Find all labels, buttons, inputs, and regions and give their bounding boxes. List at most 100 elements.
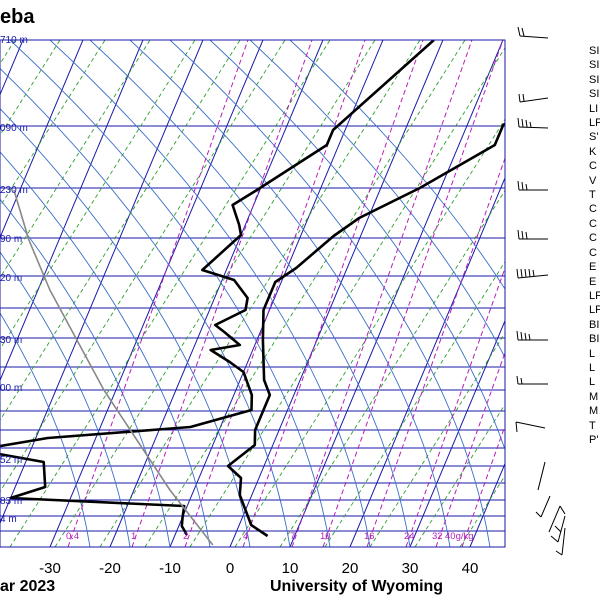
dewpoint-curve (0, 40, 435, 536)
isotherm-line (409, 319, 505, 547)
dry-adiabat-line (234, 118, 505, 547)
wind-barb (537, 461, 546, 491)
height-labels: 710 m 090 m 230 m 90 m 20 m 30 m 00 m 52 m 83 m 4… (0, 35, 28, 525)
stability-index-label: C (589, 246, 597, 259)
mixing-ratio-label: 10 (320, 531, 331, 542)
stability-index-label: M (589, 390, 599, 403)
station-title: eba (0, 6, 35, 28)
mixing-ratio-label: 4 (243, 531, 248, 542)
wind-barb (548, 505, 566, 533)
wind-barb (516, 375, 548, 385)
dry-adiabat-line (0, 40, 151, 279)
stability-index-label: K (589, 145, 597, 158)
isotherm-line (0, 40, 204, 525)
dry-adiabat-line (144, 40, 466, 547)
stability-indices-list: SI SI SI SI LI LF S' K C V T C C C C E E LF LF BI BI L L L M M T P' (589, 44, 600, 447)
wind-barb (516, 330, 548, 341)
stability-index-label: L (589, 376, 596, 389)
stability-index-label: LF (589, 289, 600, 302)
mixing-ratio-line (131, 40, 313, 547)
wind-barb (515, 421, 546, 433)
height-label: 83 m (0, 496, 22, 507)
dry-adiabat-line (414, 403, 505, 547)
height-label: 230 m (0, 185, 28, 196)
moist-adiabat-line (89, 40, 411, 547)
dry-adiabat-line (279, 189, 505, 547)
mixing-ratio-label: 1 (131, 531, 136, 542)
isotherm-line (109, 40, 324, 547)
stability-index-label: BI (589, 318, 600, 331)
isotherm-line (289, 40, 504, 547)
mixing-ratio-line (67, 40, 249, 547)
mixing-ratio-line (291, 40, 473, 547)
parcel-path (13, 189, 214, 546)
moist-adiabat-line (0, 108, 251, 547)
organization-label: University of Wyoming (270, 578, 444, 595)
stability-index-label: E (589, 261, 597, 274)
stability-index-label: L (589, 361, 596, 374)
isotherm-line (0, 40, 144, 382)
moist-adiabat-line (0, 198, 171, 547)
dry-adiabat-line (99, 40, 421, 547)
stability-index-label: S' (589, 131, 599, 144)
wind-barb (517, 229, 548, 240)
stability-index-label: C (589, 217, 597, 230)
mixing-ratio-label: 0.4 (66, 531, 79, 542)
height-label: 20 m (0, 273, 22, 284)
dry-adiabat-line (9, 40, 331, 547)
stability-index-label: SI (589, 59, 600, 72)
moist-adiabat-line (129, 40, 451, 547)
dry-adiabat-line (54, 40, 376, 547)
moist-adiabat-line (9, 40, 331, 547)
mixing-ratio-label: 32 (432, 531, 443, 542)
mixing-ratio-line (366, 156, 505, 547)
height-label: 90 m (0, 234, 22, 245)
isotherm-line (49, 40, 264, 547)
height-label: 4 m (0, 514, 17, 525)
moist-adiabat-line (0, 67, 291, 547)
moist-adiabat-line (0, 251, 131, 547)
stability-index-label: C (589, 160, 597, 173)
stability-index-label: L (589, 347, 596, 360)
height-label: 00 m (0, 383, 22, 394)
stability-index-label: M (589, 405, 599, 418)
mixing-ratio-label: 2 (183, 531, 188, 542)
moist-adiabat-line (209, 40, 505, 451)
stability-index-label: SI (589, 88, 600, 101)
wind-barb (535, 495, 551, 518)
moist-adiabat-line (0, 312, 91, 547)
plot-border (0, 39, 506, 548)
wind-barbs-panel (515, 26, 566, 556)
mixing-ratio-label: 7 (290, 531, 295, 542)
mixing-ratio-label: 24 (404, 531, 415, 542)
dry-adiabat-line (0, 40, 61, 136)
stability-index-label: C (589, 203, 597, 216)
isotherm-line (229, 40, 444, 547)
stability-index-label: T (589, 419, 596, 432)
mixing-ratio-line (242, 40, 424, 547)
x-tick-label: -20 (99, 560, 121, 577)
x-tick-label: 30 (402, 560, 419, 577)
mixing-ratio-line (405, 266, 505, 547)
mixing-ratio-line (461, 424, 505, 547)
dry-adiabat-line (324, 260, 505, 547)
moist-adiabat-line (249, 40, 505, 359)
stability-index-label: BI (589, 333, 600, 346)
temperature-curve (226, 122, 505, 538)
mixing-ratio-line (322, 40, 504, 547)
dry-adiabat-line (369, 332, 505, 547)
stability-index-label: SI (589, 73, 600, 86)
x-tick-label: -10 (159, 560, 181, 577)
sounding-date: ar 2023 (0, 578, 56, 595)
dry-adiabat-line (0, 40, 286, 493)
x-tick-label: 0 (226, 560, 234, 577)
wind-barb (517, 117, 549, 129)
wind-barb (518, 93, 549, 103)
stability-index-label: P' (589, 433, 599, 446)
x-tick-label: 40 (462, 560, 479, 577)
wind-barb (550, 515, 566, 543)
mixing-ratio-label: 40g/kg (445, 531, 474, 542)
sounding-curves (0, 40, 505, 546)
chart-grid (0, 40, 505, 547)
